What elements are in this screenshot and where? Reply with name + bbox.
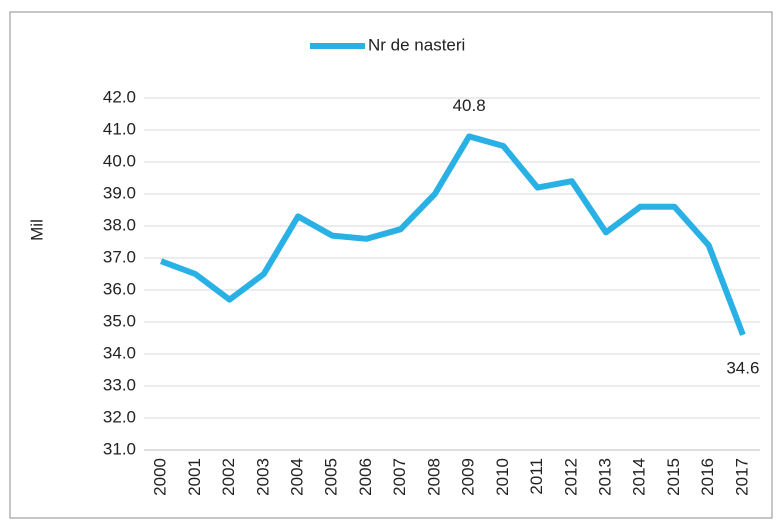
y-tick-label: 41.0 — [103, 119, 136, 138]
legend-label: Nr de nasteri — [368, 35, 465, 54]
x-tick-label: 2013 — [595, 458, 614, 496]
x-tick-label: 2017 — [732, 458, 751, 496]
y-tick-label: 42.0 — [103, 87, 136, 106]
x-tick-label: 2005 — [322, 458, 341, 496]
x-tick-label: 2011 — [527, 458, 546, 495]
y-axis-title: Mil — [27, 219, 46, 241]
x-tick-label: 2004 — [287, 458, 306, 496]
x-tick-label: 2008 — [424, 458, 443, 496]
y-tick-label: 36.0 — [103, 279, 136, 298]
chart-border — [9, 11, 773, 519]
x-tick-label: 2001 — [185, 458, 204, 496]
y-tick-label: 38.0 — [103, 215, 136, 234]
x-tick-label: 2006 — [356, 458, 375, 496]
x-tick-label: 2016 — [698, 458, 717, 496]
line — [160, 133, 746, 336]
x-tick-label: 2007 — [390, 458, 409, 496]
x-tick-label: 2002 — [219, 458, 238, 496]
data-label: 40.8 — [453, 96, 486, 115]
y-tick-label: 33.0 — [103, 375, 136, 394]
y-tick-label: 31.0 — [103, 439, 136, 458]
y-tick-label: 37.0 — [103, 247, 136, 266]
x-tick-label: 2015 — [664, 458, 683, 496]
x-tick-label: 2000 — [151, 458, 170, 496]
y-tick-label: 32.0 — [103, 407, 136, 426]
y-tick-label: 35.0 — [103, 311, 136, 330]
y-tick-label: 40.0 — [103, 151, 136, 170]
y-tick-label: 39.0 — [103, 183, 136, 202]
x-tick-label: 2010 — [493, 458, 512, 496]
x-tick-label: 2014 — [630, 458, 649, 496]
x-tick-label: 2009 — [459, 458, 478, 496]
data-label: 34.6 — [726, 358, 759, 377]
x-tick-label: 2003 — [253, 458, 272, 496]
y-tick-label: 34.0 — [103, 343, 136, 362]
x-tick-label: 2012 — [561, 458, 580, 496]
